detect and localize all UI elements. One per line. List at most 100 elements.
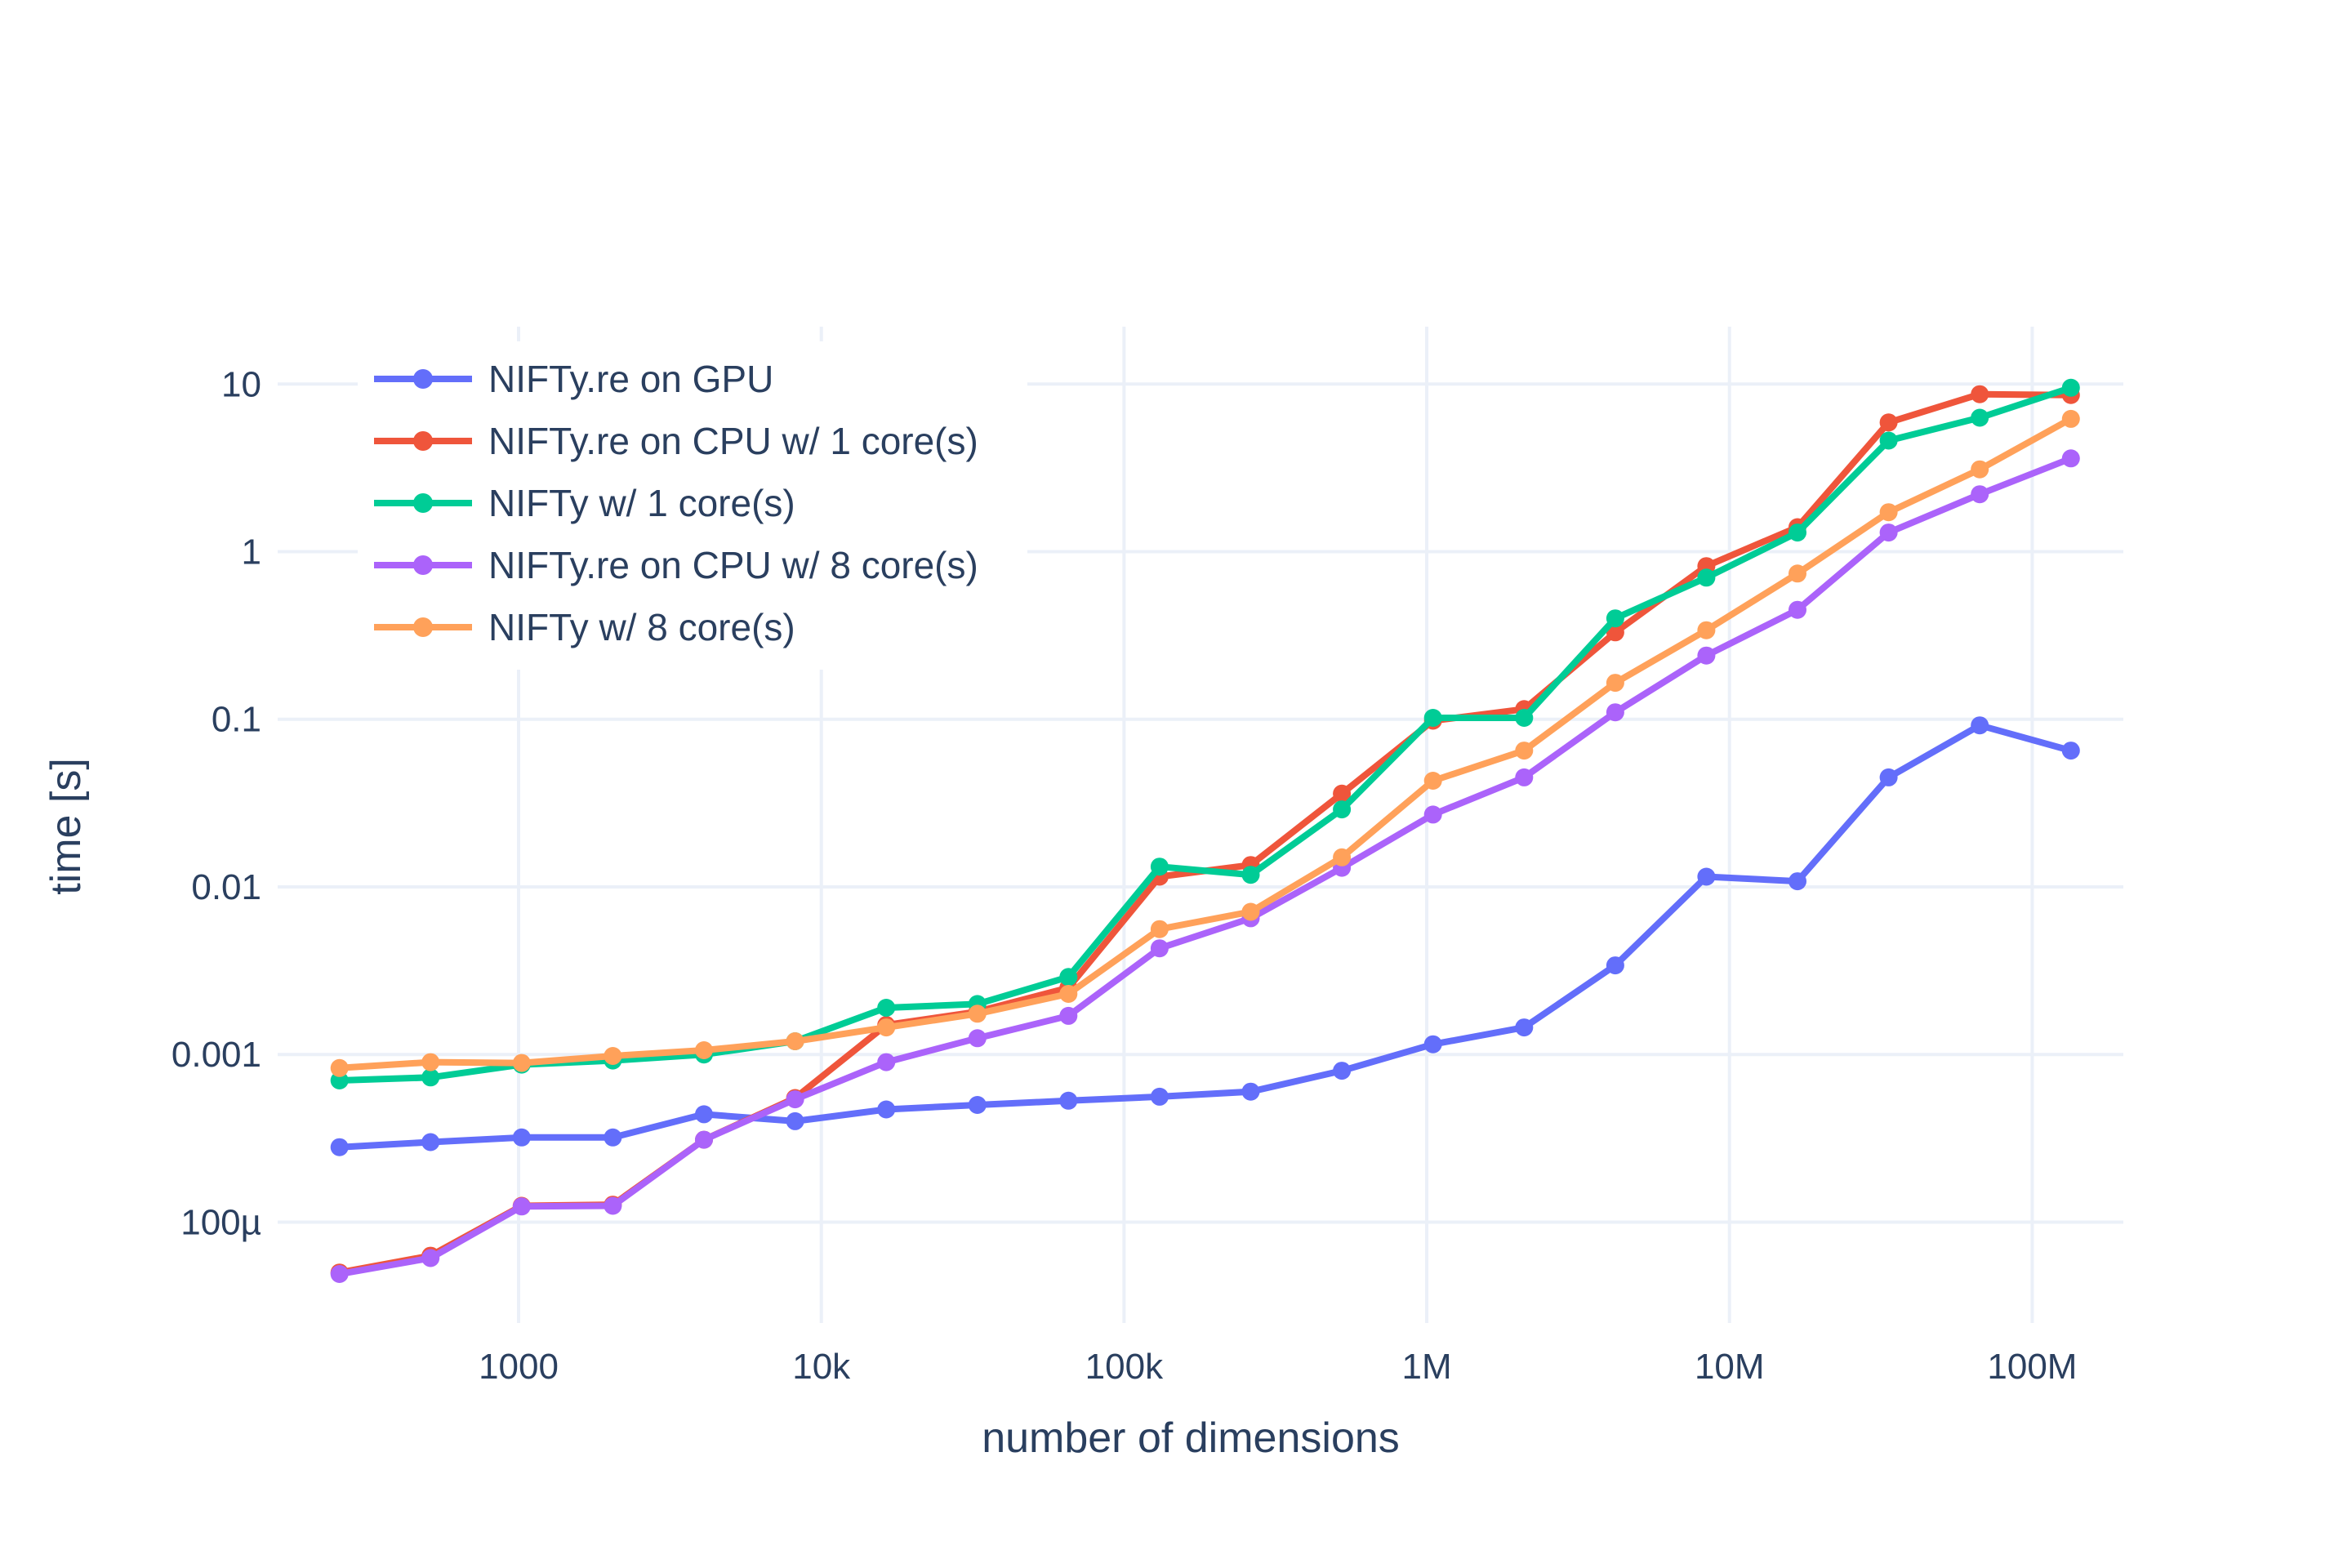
- y-tick-label: 1: [242, 532, 261, 572]
- data-point: [877, 999, 896, 1017]
- data-point: [2061, 742, 2080, 760]
- data-point: [1697, 568, 1716, 587]
- data-point: [604, 1047, 622, 1065]
- series-line: [339, 722, 2072, 1151]
- y-tick-label: 0.1: [212, 700, 261, 740]
- x-axis-title: number of dimensions: [982, 1414, 1400, 1462]
- legend-swatch-marker: [413, 555, 433, 575]
- data-point: [877, 1100, 896, 1119]
- legend-item[interactable]: NIFTy.re on CPU w/ 8 core(s): [374, 544, 978, 586]
- data-point: [1423, 1035, 1442, 1054]
- series-5: [330, 409, 2080, 1077]
- x-tick-label: 10M: [1695, 1347, 1765, 1387]
- data-point: [330, 1071, 349, 1089]
- data-point: [1059, 968, 1078, 987]
- data-point: [1150, 920, 1169, 938]
- data-point: [1150, 939, 1169, 958]
- data-point: [1059, 1006, 1078, 1025]
- data-point: [2061, 378, 2080, 397]
- data-point: [1150, 858, 1169, 876]
- data-point: [968, 1029, 987, 1048]
- data-point: [421, 1053, 440, 1071]
- legend-item[interactable]: NIFTy w/ 8 core(s): [374, 606, 795, 648]
- data-point: [1059, 1091, 1078, 1110]
- data-point: [1606, 703, 1624, 722]
- data-point: [2061, 449, 2080, 468]
- x-tick-label: 1000: [479, 1347, 559, 1387]
- data-point: [512, 1128, 531, 1147]
- data-point: [1606, 674, 1624, 693]
- data-point: [1515, 742, 1534, 760]
- y-tick-label: 0.01: [191, 867, 261, 907]
- data-point: [604, 1196, 622, 1215]
- data-point: [1606, 956, 1624, 975]
- data-point: [786, 1111, 804, 1130]
- data-point: [1423, 709, 1442, 727]
- data-point: [968, 1004, 987, 1023]
- data-point: [877, 1053, 896, 1071]
- data-point: [877, 1018, 896, 1037]
- data-point: [786, 1090, 804, 1109]
- data-point: [695, 1130, 713, 1149]
- legend[interactable]: NIFTy.re on GPU NIFTy.re on CPU w/ 1 core…: [358, 341, 1027, 670]
- x-tick-label: 100k: [1085, 1347, 1164, 1387]
- data-point: [1059, 985, 1078, 1003]
- data-point: [1879, 503, 1898, 522]
- series-1: [330, 716, 2080, 1156]
- series-line: [339, 455, 2073, 1277]
- data-point: [1879, 413, 1898, 432]
- legend-label: NIFTy w/ 1 core(s): [488, 482, 795, 524]
- data-point: [1788, 872, 1806, 891]
- plot-area: [330, 378, 2080, 1283]
- data-point: [604, 1128, 622, 1147]
- data-point: [421, 1249, 440, 1267]
- data-point: [1423, 805, 1442, 824]
- data-point: [1697, 646, 1716, 665]
- data-point: [1971, 716, 1989, 735]
- y-axis-ticks: 100µ 0.001 0.01 0.1 1 10: [172, 364, 261, 1242]
- data-point: [1788, 523, 1806, 542]
- data-point: [1333, 800, 1352, 819]
- x-tick-label: 100M: [1987, 1347, 2077, 1387]
- legend-swatch-marker: [413, 369, 433, 389]
- data-point: [1241, 866, 1260, 884]
- legend-item[interactable]: NIFTy.re on GPU: [374, 358, 773, 400]
- data-point: [1971, 485, 1989, 504]
- data-point: [421, 1068, 440, 1087]
- series-4: [330, 449, 2080, 1283]
- data-point: [1515, 768, 1534, 786]
- data-point: [1788, 600, 1806, 619]
- data-point: [512, 1054, 531, 1072]
- data-point: [330, 1058, 349, 1077]
- legend-item[interactable]: NIFTy.re on CPU w/ 1 core(s): [374, 420, 978, 462]
- data-point: [1879, 431, 1898, 450]
- data-point: [1697, 621, 1716, 639]
- data-point: [512, 1197, 531, 1216]
- data-point: [968, 1096, 987, 1114]
- data-point: [330, 1265, 349, 1283]
- data-point: [1333, 848, 1352, 866]
- x-tick-label: 10k: [792, 1347, 851, 1387]
- data-point: [1971, 408, 1989, 427]
- legend-swatch-marker: [413, 617, 433, 637]
- series-line: [339, 385, 2073, 1084]
- data-point: [1150, 1087, 1169, 1106]
- y-axis-title: time [s]: [42, 758, 90, 895]
- data-point: [330, 1138, 349, 1156]
- data-point: [2061, 409, 2080, 428]
- data-point: [1971, 385, 1989, 403]
- data-point: [695, 1105, 713, 1124]
- legend-label: NIFTy.re on GPU: [488, 358, 773, 400]
- legend-swatch-marker: [413, 431, 433, 451]
- y-tick-label: 10: [221, 364, 261, 404]
- data-point: [1879, 523, 1898, 542]
- y-tick-label: 100µ: [180, 1202, 261, 1242]
- data-point: [1788, 564, 1806, 583]
- data-point: [1515, 709, 1534, 727]
- data-point: [1697, 867, 1716, 886]
- data-point: [786, 1032, 804, 1050]
- legend-item[interactable]: NIFTy w/ 1 core(s): [374, 482, 795, 524]
- data-point: [1971, 460, 1989, 479]
- data-point: [1515, 1018, 1534, 1037]
